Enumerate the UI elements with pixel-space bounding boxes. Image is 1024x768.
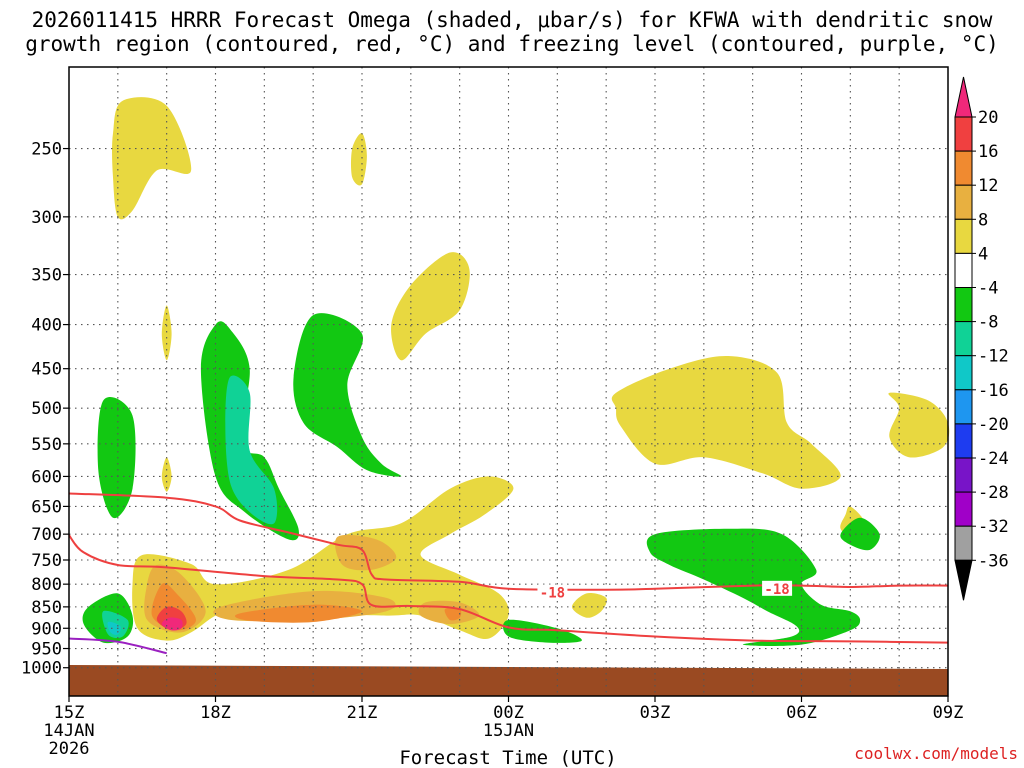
colorbar-swatch <box>954 355 973 391</box>
credit-link[interactable]: coolwx.com/models <box>854 744 1018 763</box>
omega-neg-4-e <box>646 528 861 646</box>
x-tick-label: 15Z <box>54 703 85 723</box>
omega-pos-4-a <box>112 97 192 220</box>
colorbar-label: 20 <box>978 108 998 128</box>
colorbar-swatch <box>954 423 973 459</box>
colorbar-swatch <box>954 218 973 254</box>
omega-pos-4-j <box>572 593 607 618</box>
dgz-lower <box>68 534 949 644</box>
omega-pos-8-c <box>335 534 397 571</box>
omega-neg-4-c <box>200 321 299 541</box>
y-tick-label: 500 <box>31 399 62 419</box>
dgz-upper <box>68 492 949 591</box>
colorbar-label: -12 <box>978 347 1009 367</box>
x-tick-label: 03Z <box>640 703 671 723</box>
grid-lines <box>69 67 948 696</box>
y-tick-label: 650 <box>31 497 62 517</box>
colorbar-swatch <box>954 184 973 220</box>
y-tick-label: 900 <box>31 619 62 639</box>
x-tick-label: 21Z <box>347 703 378 723</box>
colorbar-label: -24 <box>978 449 1009 469</box>
y-tick-label: 750 <box>31 551 62 571</box>
y-tick-label: 350 <box>31 266 62 286</box>
x-tick-year: 2026 <box>49 739 90 759</box>
colorbar-swatch <box>954 287 973 323</box>
colorbar-label: -28 <box>978 483 1009 503</box>
omega-pos-4-b <box>351 133 367 186</box>
colorbar-label: -16 <box>978 381 1009 401</box>
y-tick-label: 400 <box>31 316 62 336</box>
colorbar-label: 4 <box>978 244 988 264</box>
x-tick-date: 15JAN <box>483 721 534 741</box>
colorbar-label: 12 <box>978 176 998 196</box>
x-tick-date: 14JAN <box>43 721 94 741</box>
title-line-2: growth region (contoured, red, °C) and f… <box>25 32 999 56</box>
y-tick-label: 1000 <box>21 659 62 679</box>
colorbar-swatch <box>954 457 973 493</box>
omega-pos-4-i <box>132 476 514 641</box>
colorbar-label: -36 <box>978 551 1009 571</box>
omega-neg-4-g <box>503 619 582 643</box>
contour-label-bg <box>537 584 568 600</box>
y-tick-label: 800 <box>31 575 62 595</box>
omega-pos-12-b <box>235 604 362 623</box>
y-tick-label: 250 <box>31 140 62 160</box>
colorbar: 20 16 12 8 4 -4 -8 -12 -16 -20 -24 -28 -32 -36 <box>954 76 1009 601</box>
colorbar-swatch <box>954 116 973 152</box>
y-tick-label: 600 <box>31 467 62 487</box>
colorbar-swatch <box>954 389 973 425</box>
contour-label: -18 <box>764 582 789 598</box>
y-axis: 2503003504004505005506006507007508008509… <box>21 140 69 679</box>
colorbar-label: -8 <box>978 313 998 333</box>
colorbar-swatch <box>954 321 973 357</box>
x-axis-title: Forecast Time (UTC) <box>399 747 616 768</box>
contour-label: -18 <box>540 585 565 601</box>
colorbar-swatch <box>954 491 973 527</box>
omega-pos-20-a <box>161 617 183 631</box>
contour-label-bg <box>762 580 793 596</box>
freezing-level <box>68 637 167 655</box>
y-tick-label: 450 <box>31 360 62 380</box>
y-tick-label: 550 <box>31 435 62 455</box>
x-tick-label: 09Z <box>933 703 964 723</box>
colorbar-label: 16 <box>978 142 998 162</box>
colorbar-max-arrow <box>954 76 973 118</box>
x-tick-label: 18Z <box>200 703 231 723</box>
omega-pos-4-c <box>161 305 172 361</box>
contour-lines: -18 -18 <box>68 492 949 655</box>
omega-pos-4-d <box>161 457 172 492</box>
y-tick-label: 700 <box>31 525 62 545</box>
colorbar-label: -32 <box>978 517 1009 537</box>
chart-title: 2026011415 HRRR Forecast Omega (shaded, … <box>0 8 1024 56</box>
title-line-1: 2026011415 HRRR Forecast Omega (shaded, … <box>31 8 993 32</box>
omega-pos-4-f <box>611 355 841 489</box>
omega-neg-4-d <box>293 313 402 477</box>
omega-pos-12-c <box>444 607 462 621</box>
omega-pos-4-e <box>391 252 470 361</box>
y-tick-label: 950 <box>31 640 62 660</box>
omega-pos-4-g <box>888 392 950 458</box>
colorbar-label: -20 <box>978 415 1009 435</box>
colorbar-label: 8 <box>978 210 988 230</box>
x-tick-label: 06Z <box>786 703 817 723</box>
colorbar-swatch <box>954 525 973 561</box>
colorbar-swatch <box>954 150 973 186</box>
y-tick-label: 300 <box>31 208 62 228</box>
colorbar-min-arrow <box>954 559 973 601</box>
omega-neg-4-a <box>97 397 136 519</box>
colorbar-swatch <box>954 252 973 288</box>
y-tick-label: 850 <box>31 598 62 618</box>
colorbar-label: -4 <box>978 279 998 299</box>
x-tick-label: 00Z <box>493 703 524 723</box>
